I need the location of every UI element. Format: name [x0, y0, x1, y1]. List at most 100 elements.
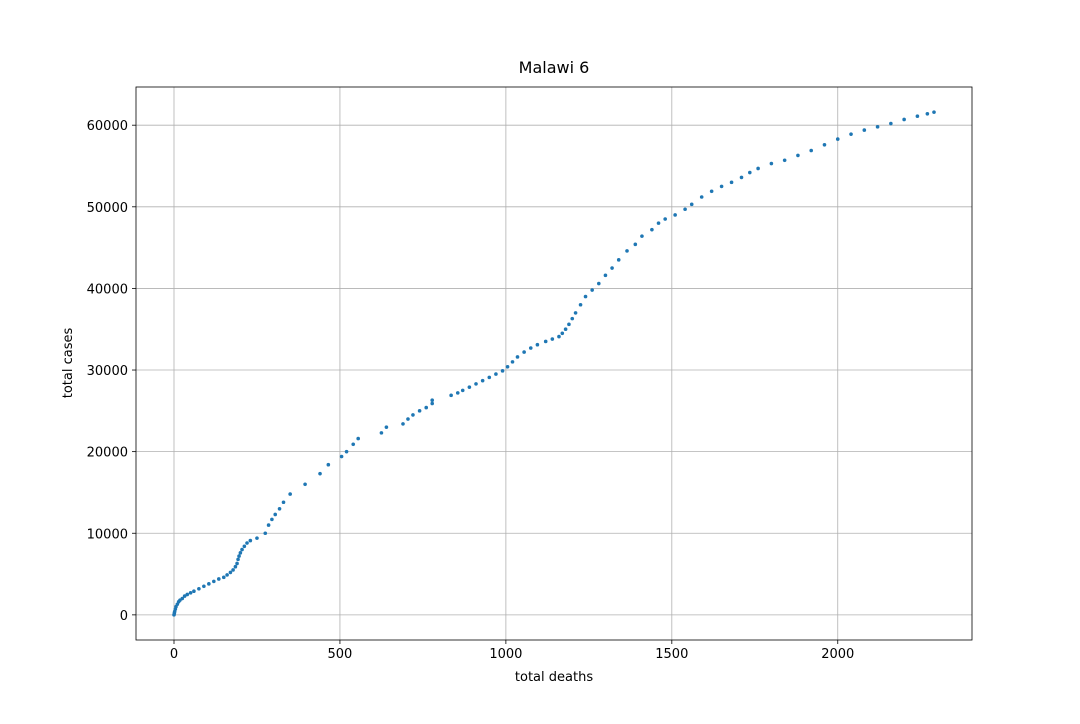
point	[583, 294, 588, 299]
point	[192, 589, 196, 593]
point	[460, 388, 465, 393]
point	[494, 372, 498, 376]
plot-frame	[135, 86, 973, 641]
point	[245, 541, 249, 545]
point	[266, 523, 271, 527]
y-tick-label: 40000	[87, 282, 128, 297]
point	[560, 331, 565, 336]
point	[202, 584, 206, 589]
point	[237, 554, 241, 558]
y-tick-label: 10000	[87, 527, 128, 542]
point	[240, 547, 244, 552]
point	[603, 273, 608, 278]
point	[689, 202, 694, 207]
point	[236, 557, 240, 562]
point	[902, 117, 906, 122]
point	[185, 592, 190, 597]
point	[683, 207, 687, 212]
point	[238, 551, 243, 555]
point	[430, 398, 435, 403]
point	[430, 401, 435, 406]
point	[288, 492, 292, 496]
x-tick-label: 1000	[489, 647, 522, 662]
point	[729, 180, 734, 185]
point	[467, 385, 472, 389]
x-tick-label: 0	[170, 647, 178, 662]
point	[650, 227, 654, 232]
point	[557, 334, 561, 339]
point	[673, 213, 677, 217]
point	[318, 471, 322, 476]
point	[756, 166, 760, 171]
point	[822, 142, 827, 147]
y-tick-label: 30000	[87, 364, 128, 379]
point	[270, 517, 274, 522]
point	[835, 137, 840, 141]
point	[535, 342, 540, 347]
point	[449, 393, 453, 398]
point	[182, 594, 187, 598]
x-axis-label: total deaths	[515, 670, 593, 685]
point	[597, 281, 601, 286]
point	[699, 195, 704, 199]
point	[351, 442, 356, 447]
point	[263, 531, 268, 536]
point	[248, 538, 253, 543]
point	[719, 184, 724, 189]
point	[228, 570, 233, 575]
point	[625, 249, 629, 253]
point	[578, 302, 583, 307]
chart-title: Malawi 6	[519, 58, 590, 77]
point	[273, 512, 278, 517]
point	[281, 500, 286, 505]
point	[411, 413, 415, 417]
point	[474, 382, 478, 386]
point	[769, 161, 774, 166]
point	[862, 128, 867, 132]
point	[379, 431, 384, 435]
point	[356, 436, 360, 441]
x-tick-label: 2000	[821, 647, 854, 662]
x-tick-label: 500	[328, 647, 353, 662]
point	[233, 564, 238, 569]
point	[590, 288, 594, 292]
point	[487, 375, 492, 380]
point	[217, 577, 221, 581]
point	[709, 189, 714, 194]
point	[339, 454, 344, 459]
point	[543, 339, 548, 344]
point	[505, 364, 510, 369]
point	[925, 111, 930, 116]
point	[640, 234, 644, 238]
point	[550, 337, 555, 341]
y-tick-label: 20000	[87, 446, 128, 461]
point	[225, 573, 229, 577]
y-tick-label: 50000	[87, 201, 128, 216]
y-tick-label: 0	[120, 609, 128, 624]
point	[610, 266, 614, 270]
point	[563, 327, 568, 332]
point	[889, 121, 893, 126]
point	[567, 322, 571, 327]
point	[616, 258, 621, 262]
point	[231, 568, 235, 572]
point	[849, 132, 853, 136]
point	[401, 422, 405, 426]
point	[326, 462, 331, 467]
point	[570, 316, 575, 321]
point	[500, 369, 505, 373]
point	[739, 175, 744, 180]
point	[255, 536, 259, 540]
point	[528, 346, 533, 350]
point	[522, 350, 526, 354]
point	[663, 217, 667, 221]
point	[221, 575, 226, 580]
point	[180, 596, 185, 601]
point	[188, 591, 193, 595]
point	[197, 586, 201, 591]
point	[510, 360, 515, 364]
point	[573, 311, 578, 315]
point	[875, 125, 880, 129]
